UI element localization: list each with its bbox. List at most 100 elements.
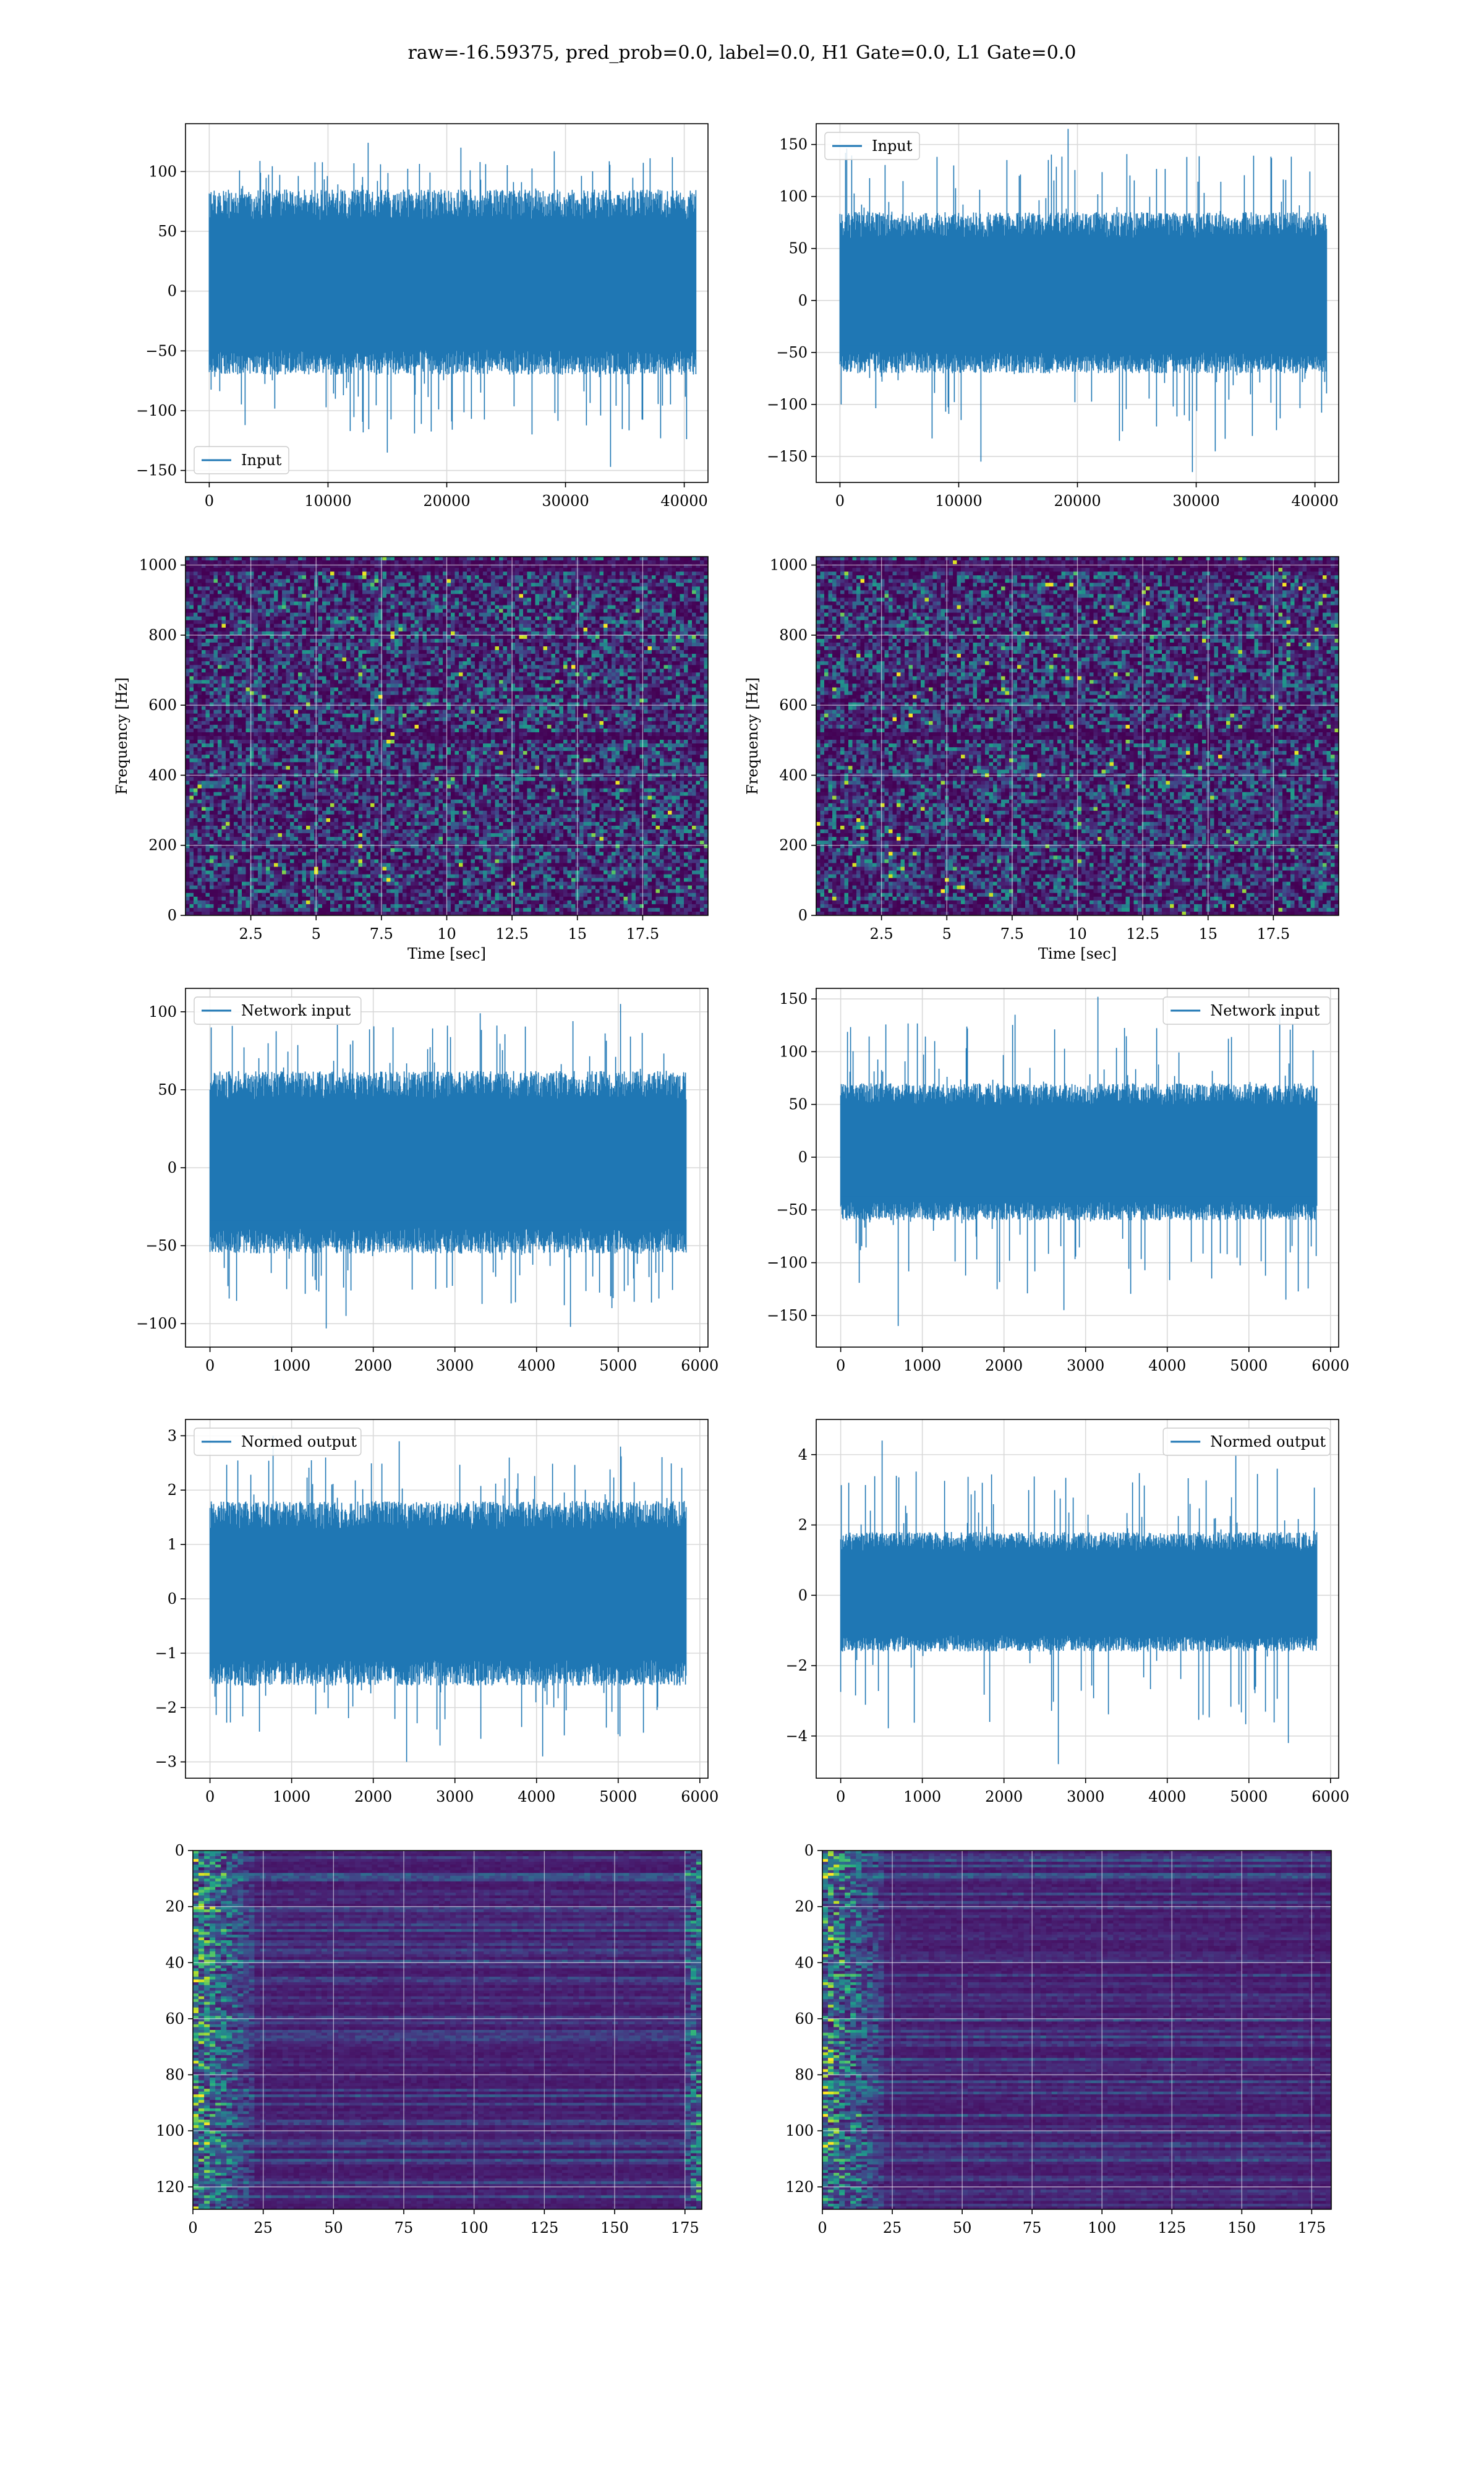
heatmap-cell <box>234 605 239 610</box>
heatmap-cell <box>254 557 258 561</box>
heatmap-cell <box>495 627 500 632</box>
heatmap-cell <box>390 642 395 647</box>
heatmap-cell <box>282 620 287 625</box>
heatmap-cell <box>523 609 528 614</box>
heatmap-cell <box>334 669 339 673</box>
heatmap-cell <box>595 650 600 654</box>
heatmap-cell <box>205 691 210 696</box>
heatmap-cell <box>631 638 636 643</box>
heatmap-cell <box>467 557 472 561</box>
heatmap-cell <box>370 623 375 628</box>
heatmap-cell <box>194 620 198 625</box>
heatmap-cell <box>419 571 424 576</box>
heatmap-cell <box>278 695 283 700</box>
heatmap-cell <box>467 620 472 625</box>
heatmap-cell <box>495 650 500 654</box>
heatmap-cell <box>676 650 681 654</box>
heatmap-cell <box>451 594 456 599</box>
heatmap-cell <box>218 583 223 587</box>
heatmap-cell <box>237 601 242 606</box>
heatmap-cell <box>555 620 560 625</box>
heatmap-cell <box>475 609 480 614</box>
heatmap-cell <box>286 661 291 666</box>
heatmap-cell <box>438 627 443 632</box>
heatmap-cell <box>599 683 604 688</box>
heatmap-cell <box>523 646 528 651</box>
heatmap-cell <box>294 590 299 595</box>
heatmap-cell <box>446 620 451 625</box>
heatmap-cell <box>374 568 379 572</box>
heatmap-cell <box>290 695 295 700</box>
heatmap-cell <box>639 672 644 677</box>
heatmap-cell <box>322 586 327 591</box>
heatmap-cell <box>298 616 303 621</box>
heatmap-cell <box>438 612 443 617</box>
heatmap-cell <box>229 661 234 666</box>
heatmap-cell <box>350 687 355 692</box>
heatmap-cell <box>636 583 641 587</box>
heatmap-cell <box>197 683 202 688</box>
heatmap-cell <box>692 623 697 628</box>
heatmap-cell <box>394 661 399 666</box>
heatmap-cell <box>672 579 676 583</box>
heatmap-cell <box>607 620 612 625</box>
heatmap-cell <box>286 579 291 583</box>
heatmap-cell <box>628 612 633 617</box>
heatmap-cell <box>559 631 564 636</box>
heatmap-cell <box>599 631 604 636</box>
heatmap-cell <box>603 665 608 669</box>
heatmap-cell <box>430 609 435 614</box>
heatmap-cell <box>587 654 592 658</box>
heatmap-cell <box>599 590 604 595</box>
heatmap-cell <box>354 609 359 614</box>
heatmap-cell <box>599 665 604 669</box>
heatmap-cell <box>475 683 480 688</box>
heatmap-cell <box>451 631 456 636</box>
heatmap-cell <box>663 612 668 617</box>
heatmap-cell <box>218 661 223 666</box>
heatmap-cell <box>242 669 247 673</box>
heatmap-cell <box>628 631 633 636</box>
heatmap-cell <box>647 642 652 647</box>
heatmap-cell <box>237 683 242 688</box>
heatmap-cell <box>672 616 676 621</box>
heatmap-cell <box>519 620 524 625</box>
heatmap-cell <box>197 631 202 636</box>
heatmap-cell <box>479 654 484 658</box>
heatmap-cell <box>411 646 416 651</box>
heatmap-cell <box>511 601 516 606</box>
heatmap-cell <box>491 594 496 599</box>
heatmap-cell <box>451 583 456 587</box>
heatmap-cell <box>704 583 708 587</box>
heatmap-cell <box>688 631 693 636</box>
heatmap-cell <box>266 691 271 696</box>
heatmap-cell <box>422 638 427 643</box>
heatmap-cell <box>374 665 379 669</box>
heatmap-cell <box>250 571 255 576</box>
heatmap-cell <box>531 646 536 651</box>
heatmap-cell <box>623 623 628 628</box>
heatmap-cell <box>422 601 427 606</box>
heatmap-cell <box>286 627 291 632</box>
heatmap-cell <box>306 631 311 636</box>
heatmap-cell <box>205 642 210 647</box>
heatmap-cell <box>237 609 242 614</box>
heatmap-cell <box>451 590 456 595</box>
heatmap-cell <box>270 687 275 692</box>
heatmap-cell <box>523 695 528 700</box>
heatmap-cell <box>350 597 355 602</box>
heatmap-cell <box>696 661 701 666</box>
heatmap-cell <box>354 654 359 658</box>
heatmap-cell <box>631 642 636 647</box>
heatmap-cell <box>435 661 440 666</box>
heatmap-cell <box>451 638 456 643</box>
heatmap-cell <box>221 680 226 685</box>
heatmap-cell <box>186 597 190 602</box>
heatmap-cell <box>346 612 351 617</box>
heatmap-cell <box>358 654 363 658</box>
heatmap-cell <box>226 646 231 651</box>
heatmap-cell <box>539 612 544 617</box>
heatmap-cell <box>579 579 584 583</box>
heatmap-cell <box>471 564 475 568</box>
heatmap-cell <box>406 650 411 654</box>
